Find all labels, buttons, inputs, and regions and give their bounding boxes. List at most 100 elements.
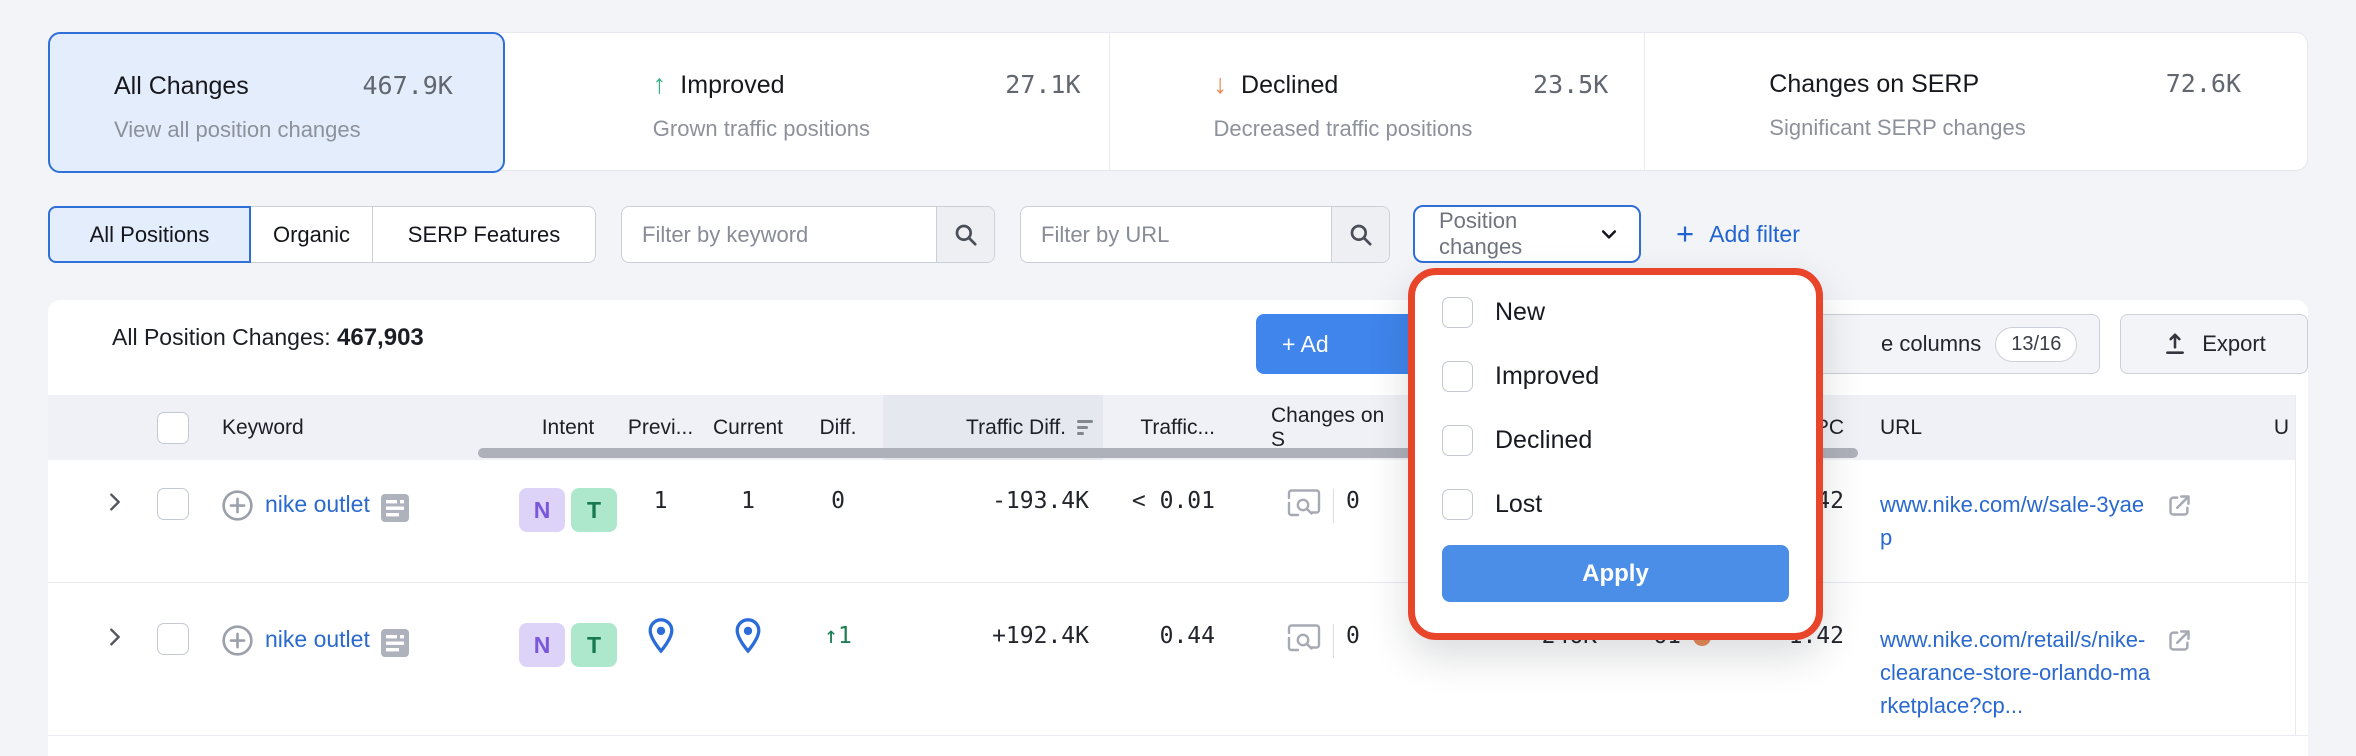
card-value: 467.9K bbox=[362, 71, 453, 100]
traffic-cell: 0.44 bbox=[1159, 623, 1215, 649]
serp-changes-count: 0 bbox=[1346, 488, 1360, 514]
add-keyword-plus-circle-icon[interactable] bbox=[220, 623, 255, 658]
dropdown-option-label: Improved bbox=[1495, 361, 1600, 390]
position-changes-label: Position changes bbox=[1439, 208, 1523, 259]
dropdown-option-lost[interactable]: Lost bbox=[1442, 481, 1789, 527]
table-row: nike outlet N T ↑1 +192.4K 0.44 0 246K bbox=[48, 583, 2308, 736]
card-all-changes[interactable]: All Changes 467.9K View all position cha… bbox=[48, 32, 505, 173]
serp-features-icon[interactable] bbox=[380, 492, 410, 524]
intent-cell: N T bbox=[518, 460, 618, 582]
row-checkbox-cell bbox=[148, 460, 198, 582]
keyword-cell: nike outlet bbox=[198, 583, 518, 735]
keyword-link[interactable]: nike outlet bbox=[265, 491, 370, 517]
row-checkbox[interactable] bbox=[157, 488, 189, 520]
url-cell: www.nike.com/w/sale-3yaep bbox=[1848, 460, 2255, 582]
intent-badge-transactional: T bbox=[571, 488, 617, 532]
card-subtitle: View all position changes bbox=[114, 117, 361, 142]
url-filter-input[interactable] bbox=[1021, 207, 1331, 262]
previous-position-cell: 1 bbox=[653, 488, 668, 514]
url-link[interactable]: www.nike.com/w/sale-3yaep bbox=[1880, 492, 2145, 550]
external-link-icon[interactable] bbox=[2166, 627, 2193, 654]
position-changes-table-card: All Position Changes: 467,903 + Ad e col… bbox=[48, 300, 2308, 756]
header-checkbox-cell bbox=[148, 395, 198, 460]
card-value: 72.6K bbox=[2165, 69, 2241, 98]
keyword-filter-input[interactable] bbox=[622, 207, 936, 262]
map-pin-icon bbox=[648, 618, 673, 654]
position-changes-dropdown-panel: New Improved Declined Lost Apply bbox=[1408, 268, 1823, 640]
export-label: Export bbox=[2202, 331, 2266, 356]
serp-preview-icon[interactable] bbox=[1287, 623, 1321, 655]
map-pin-icon bbox=[735, 618, 761, 654]
tab-organic[interactable]: Organic bbox=[250, 206, 373, 263]
previous-position-cell bbox=[618, 583, 703, 735]
card-subtitle: Decreased traffic positions bbox=[1213, 116, 1473, 141]
dropdown-option-label: Declined bbox=[1495, 425, 1593, 454]
improved-checkbox[interactable] bbox=[1442, 360, 1473, 392]
row-checkbox[interactable] bbox=[157, 623, 189, 655]
manage-columns-button[interactable]: e columns 13/16 bbox=[1788, 314, 2100, 374]
card-title: Declined bbox=[1241, 71, 1339, 99]
new-checkbox[interactable] bbox=[1442, 296, 1473, 328]
header-updated-truncated[interactable]: U bbox=[2255, 395, 2295, 460]
dropdown-option-improved[interactable]: Improved bbox=[1442, 353, 1789, 399]
columns-count-badge: 13/16 bbox=[1995, 326, 2078, 362]
chevron-down-icon bbox=[1601, 230, 1617, 239]
header-gutter bbox=[2295, 395, 2308, 460]
search-icon bbox=[1350, 224, 1372, 246]
tab-all-positions[interactable]: All Positions bbox=[48, 206, 251, 263]
keyword-search-button[interactable] bbox=[936, 207, 994, 262]
card-value: 23.5K bbox=[1533, 70, 1609, 99]
add-filter-button[interactable]: + Add filter bbox=[1676, 205, 1800, 263]
export-icon bbox=[2166, 333, 2185, 354]
card-changes-on-serp[interactable]: Changes on SERP 72.6K Significant SERP c… bbox=[1644, 33, 2307, 170]
card-subtitle: Grown traffic positions bbox=[652, 116, 871, 141]
row-checkbox-cell bbox=[148, 583, 198, 735]
url-link[interactable]: www.nike.com/retail/s/nike-clearance-sto… bbox=[1880, 627, 2151, 718]
arrow-down-icon: ↓ bbox=[1213, 69, 1228, 99]
manage-columns-label: e columns bbox=[1881, 331, 1982, 356]
header-keyword[interactable]: Keyword bbox=[198, 395, 518, 460]
card-declined[interactable]: ↓ Declined 23.5K Decreased traffic positi… bbox=[1108, 33, 1645, 170]
apply-button[interactable]: Apply bbox=[1442, 545, 1789, 602]
keyword-link[interactable]: nike outlet bbox=[265, 626, 370, 652]
position-changes-dropdown-button[interactable]: Position changes bbox=[1413, 205, 1641, 263]
card-improved[interactable]: ↑ Improved 27.1K Grown traffic positions bbox=[505, 33, 1109, 170]
serp-preview-icon[interactable] bbox=[1287, 488, 1321, 520]
serp-features-icon[interactable] bbox=[380, 627, 410, 659]
dropdown-option-label: Lost bbox=[1495, 489, 1543, 518]
summary-cards: All Changes 467.9K View all position cha… bbox=[48, 32, 2308, 173]
expand-row-button[interactable] bbox=[48, 583, 148, 735]
changes-on-serp-cell: 0 bbox=[1223, 583, 1398, 735]
keyword-filter bbox=[621, 206, 995, 263]
card-value: 27.1K bbox=[1005, 70, 1081, 99]
chevron-right-icon bbox=[110, 628, 120, 646]
horizontal-scrollbar-thumb[interactable] bbox=[478, 448, 1858, 458]
export-button[interactable]: Export bbox=[2120, 314, 2308, 374]
divider bbox=[1333, 489, 1334, 523]
lost-checkbox[interactable] bbox=[1442, 488, 1473, 520]
current-position-cell bbox=[703, 583, 793, 735]
header-url[interactable]: URL bbox=[1848, 395, 2255, 460]
dropdown-option-declined[interactable]: Declined bbox=[1442, 417, 1789, 463]
card-subtitle: Significant SERP changes bbox=[1769, 115, 2026, 140]
header-traffic-diff-label: Traffic Diff. bbox=[966, 415, 1066, 439]
add-keyword-plus-circle-icon[interactable] bbox=[220, 488, 255, 523]
diff-cell: 0 bbox=[831, 488, 845, 514]
expand-row-button[interactable] bbox=[48, 460, 148, 582]
intent-badge-navigational: N bbox=[519, 623, 565, 667]
external-link-icon[interactable] bbox=[2166, 492, 2193, 519]
search-icon bbox=[955, 224, 977, 246]
url-cell: www.nike.com/retail/s/nike-clearance-sto… bbox=[1848, 583, 2255, 735]
declined-checkbox[interactable] bbox=[1442, 424, 1473, 456]
tab-serp-features[interactable]: SERP Features bbox=[372, 206, 596, 263]
dropdown-option-new[interactable]: New bbox=[1442, 289, 1789, 335]
select-all-checkbox[interactable] bbox=[157, 411, 189, 444]
intent-badge-navigational: N bbox=[519, 488, 565, 532]
current-position-cell: 1 bbox=[741, 488, 755, 514]
diff-cell: ↑1 bbox=[824, 623, 852, 649]
traffic-diff-cell: -193.4K bbox=[992, 488, 1089, 514]
table-row: nike outlet N T 1 1 0 -193.4K < 0.01 0 1… bbox=[48, 460, 2308, 583]
url-search-button[interactable] bbox=[1331, 207, 1389, 262]
url-filter bbox=[1020, 206, 1390, 263]
card-title: All Changes bbox=[114, 72, 249, 100]
